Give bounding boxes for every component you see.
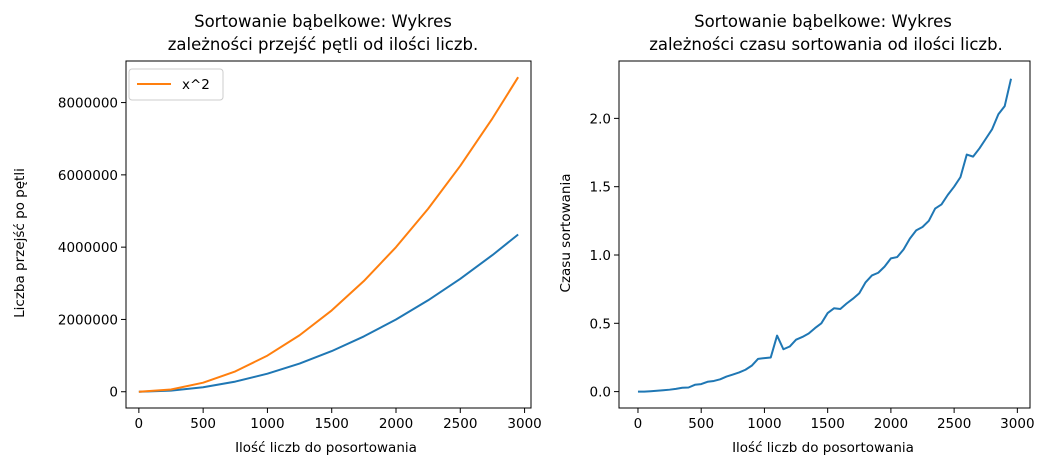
chart-left-x-axis-label: Ilość liczb do posortowania (235, 440, 417, 456)
chart-left-title-line1: Sortowanie bąbelkowe: Wykres (194, 12, 452, 31)
chart-right-x-tick-label: 500 (688, 416, 714, 432)
chart-right-series-line-1 (637, 78, 1013, 393)
chart-right-x-axis-label: Ilość liczb do posortowania (732, 440, 914, 456)
chart-right-title-line1: Sortowanie bąbelkowe: Wykres (694, 12, 952, 31)
chart-left-y-tick-label: 6000000 (58, 168, 118, 184)
chart-right-x-tick-label: 1000 (747, 416, 781, 432)
chart-left-y-tick-label: 8000000 (58, 96, 118, 112)
chart-left-y-tick-label: 2000000 (58, 312, 118, 328)
chart-right-y-tick-label: 0.0 (590, 385, 611, 401)
chart-left-x-tick-label: 1000 (250, 416, 284, 432)
chart-right-title-line2: zależności czasu sortowania od ilości li… (649, 35, 1003, 54)
chart-left-x-tick-label: 3000 (507, 416, 541, 432)
chart-left-y-axis-label: Liczba przejść po pętli (12, 168, 28, 318)
chart-left-y-tick-label: 4000000 (58, 240, 118, 256)
chart-right-x-tick-label: 2500 (937, 416, 971, 432)
chart-right-axes-frame (618, 60, 1031, 409)
chart-left: Sortowanie bąbelkowe: Wykres zależności … (12, 12, 542, 456)
chart-right-x-tick-label: 2000 (874, 416, 908, 432)
chart-left-x-tick-label: 500 (190, 416, 216, 432)
chart-left-series-line-x2 (138, 76, 519, 393)
chart-left-series-line-1 (138, 233, 519, 393)
chart-left-x-tick-label: 2000 (379, 416, 413, 432)
chart-right-x-tick-label: 3000 (1000, 416, 1034, 432)
chart-left-x-tick-label: 0 (135, 416, 144, 432)
chart-left-axes-frame (125, 60, 532, 409)
chart-right-y-tick-label: 1.5 (590, 180, 611, 196)
chart-right-y-tick-label: 1.0 (590, 248, 611, 264)
chart-left-x-tick-label: 1500 (315, 416, 349, 432)
chart-left-y-tick-label: 0 (109, 385, 118, 401)
chart-right-y-axis-label: Czasu sortowania (558, 174, 574, 293)
legend-label-x2: x^2 (182, 77, 210, 93)
chart-right-plot-area: 0 500 1000 1500 2000 2500 3000 0.0 0.5 1.0 1.5 2.0 (590, 60, 1035, 432)
chart-right-x-tick-label: 1500 (810, 416, 844, 432)
legend-frame (128, 68, 224, 101)
chart-right-x-tick-label: 0 (634, 416, 643, 432)
chart-left-x-tick-label: 2500 (443, 416, 477, 432)
chart-right-y-tick-label: 0.5 (590, 316, 611, 332)
chart-right: Sortowanie bąbelkowe: Wykres zależności … (558, 12, 1035, 456)
chart-left-legend: x^2 (128, 68, 224, 101)
chart-left-plot-area: 0 500 1000 1500 2000 2500 3000 0 2000000 4000000 6… (58, 60, 542, 432)
chart-right-y-tick-label: 2.0 (590, 111, 611, 127)
chart-left-title-line2: zależności przejść pętli od ilości liczb… (168, 35, 479, 54)
